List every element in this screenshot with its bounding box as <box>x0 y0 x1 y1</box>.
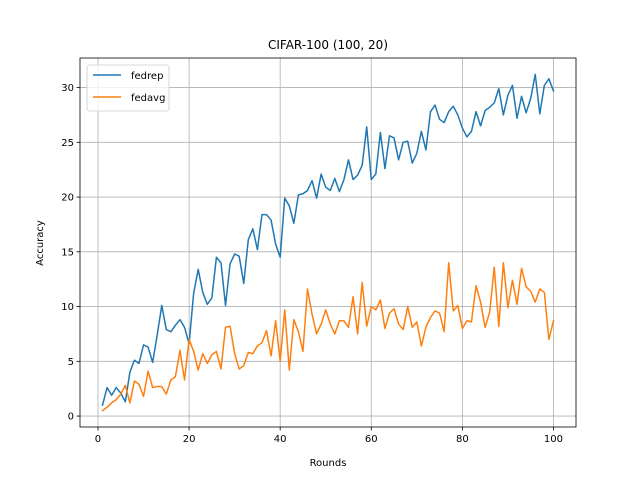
y-tick-label: 0 <box>68 412 74 423</box>
y-tick-label: 10 <box>61 302 74 313</box>
legend: fedrep fedavg <box>86 64 170 112</box>
series-line-fedavg <box>101 262 555 412</box>
legend-box <box>86 64 170 112</box>
y-tick-label: 30 <box>61 83 74 94</box>
x-tick-label: 20 <box>183 434 196 445</box>
y-tick-label: 20 <box>61 193 74 204</box>
series-layer <box>101 73 555 412</box>
x-tick-label: 40 <box>274 434 287 445</box>
plot-frame <box>79 57 577 428</box>
x-axis-label: Rounds <box>310 458 347 469</box>
x-tick-label: 80 <box>456 434 469 445</box>
y-axis-label: Accuracy <box>35 220 46 266</box>
series-line-fedrep <box>101 73 555 407</box>
y-tick-label: 5 <box>68 357 74 368</box>
y-tick-label: 15 <box>61 247 74 258</box>
x-tick-label: 100 <box>544 434 563 445</box>
x-tick-label: 60 <box>365 434 378 445</box>
y-tick-label: 25 <box>61 138 74 149</box>
x-tick-label: 0 <box>95 434 101 445</box>
axis-ticks: 0 20 40 60 80 100 0 5 10 15 20 25 30 <box>61 83 563 445</box>
legend-label-fedrep: fedrep <box>131 71 163 82</box>
legend-label-fedavg: fedavg <box>131 93 165 104</box>
chart-title: CIFAR-100 (100, 20) <box>268 38 388 52</box>
